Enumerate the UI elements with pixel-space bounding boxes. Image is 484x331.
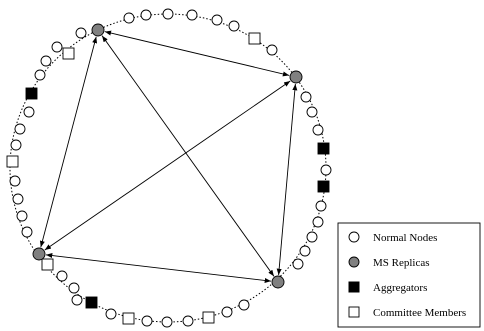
legend-aggregator-label: Aggregators <box>373 282 427 294</box>
normal-node <box>34 69 46 81</box>
replica-link-arrow <box>39 36 98 248</box>
ms-replica-top <box>91 23 105 37</box>
replica-link-arrow <box>44 80 291 251</box>
normal-node <box>16 210 28 222</box>
committee-member <box>41 258 54 271</box>
legend-committee-icon <box>348 306 360 318</box>
normal-node <box>221 306 233 318</box>
normal-node <box>315 200 327 212</box>
normal-node <box>40 55 52 67</box>
normal-node <box>182 315 194 327</box>
replica-link-arrow <box>45 253 272 283</box>
normal-node <box>186 9 198 21</box>
normal-node <box>51 41 63 53</box>
committee-member <box>122 312 135 325</box>
legend-normal-label: Normal Nodes <box>373 232 437 244</box>
normal-node <box>312 216 324 228</box>
normal-node <box>10 139 22 151</box>
replica-link-arrow <box>276 83 298 276</box>
normal-node <box>75 27 87 39</box>
legend-replica-label: MS Replicas <box>373 257 430 269</box>
replica-links <box>39 30 298 283</box>
legend-box <box>337 222 481 328</box>
normal-node <box>228 20 240 32</box>
aggregators <box>25 87 330 309</box>
committee-member <box>248 32 261 45</box>
normal-nodes <box>9 8 332 328</box>
normal-node <box>68 282 80 294</box>
normal-node <box>141 315 153 327</box>
legend-normal-icon <box>348 231 360 243</box>
committee-member <box>6 155 19 168</box>
normal-node <box>161 316 173 328</box>
ms-replica-bottom-left <box>32 247 46 261</box>
normal-node <box>21 226 33 238</box>
normal-node <box>320 164 332 176</box>
legend-aggregator-icon <box>348 281 360 293</box>
normal-node <box>300 91 312 103</box>
ms-replicas <box>32 23 303 289</box>
normal-node <box>162 8 174 20</box>
normal-node <box>312 124 324 136</box>
committee-members <box>6 32 261 325</box>
aggregator-node <box>317 180 330 193</box>
normal-node <box>266 44 278 56</box>
ms-replica-right <box>289 70 303 84</box>
normal-node <box>306 231 318 243</box>
normal-node <box>14 123 26 135</box>
committee-member <box>62 47 75 60</box>
committee-member <box>202 311 215 324</box>
ms-replica-bottom-right <box>271 275 285 289</box>
aggregator-node <box>317 142 330 155</box>
normal-node <box>71 294 83 306</box>
normal-node <box>56 270 68 282</box>
normal-node <box>105 308 117 320</box>
aggregator-node <box>25 87 38 100</box>
normal-node <box>292 258 304 270</box>
normal-node <box>299 245 311 257</box>
legend-committee-label: Committee Members <box>373 307 466 319</box>
normal-node <box>23 106 35 118</box>
aggregator-node <box>85 296 98 309</box>
normal-node <box>238 299 250 311</box>
replica-link-arrow <box>101 35 275 277</box>
normal-node <box>9 175 21 187</box>
normal-node <box>306 106 318 118</box>
normal-node <box>123 12 135 24</box>
normal-node <box>211 14 223 26</box>
normal-node <box>12 193 24 205</box>
replica-link-arrow <box>104 30 290 77</box>
legend: Normal Nodes MS Replicas Aggregators Com… <box>337 222 481 328</box>
legend-replica-icon <box>348 256 360 268</box>
normal-node <box>140 9 152 21</box>
